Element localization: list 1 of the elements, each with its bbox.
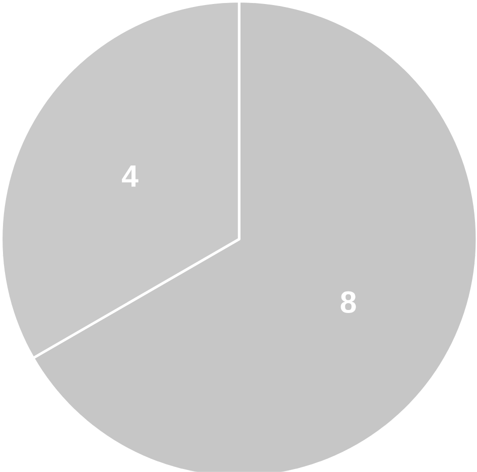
data-label: 8	[340, 291, 356, 314]
